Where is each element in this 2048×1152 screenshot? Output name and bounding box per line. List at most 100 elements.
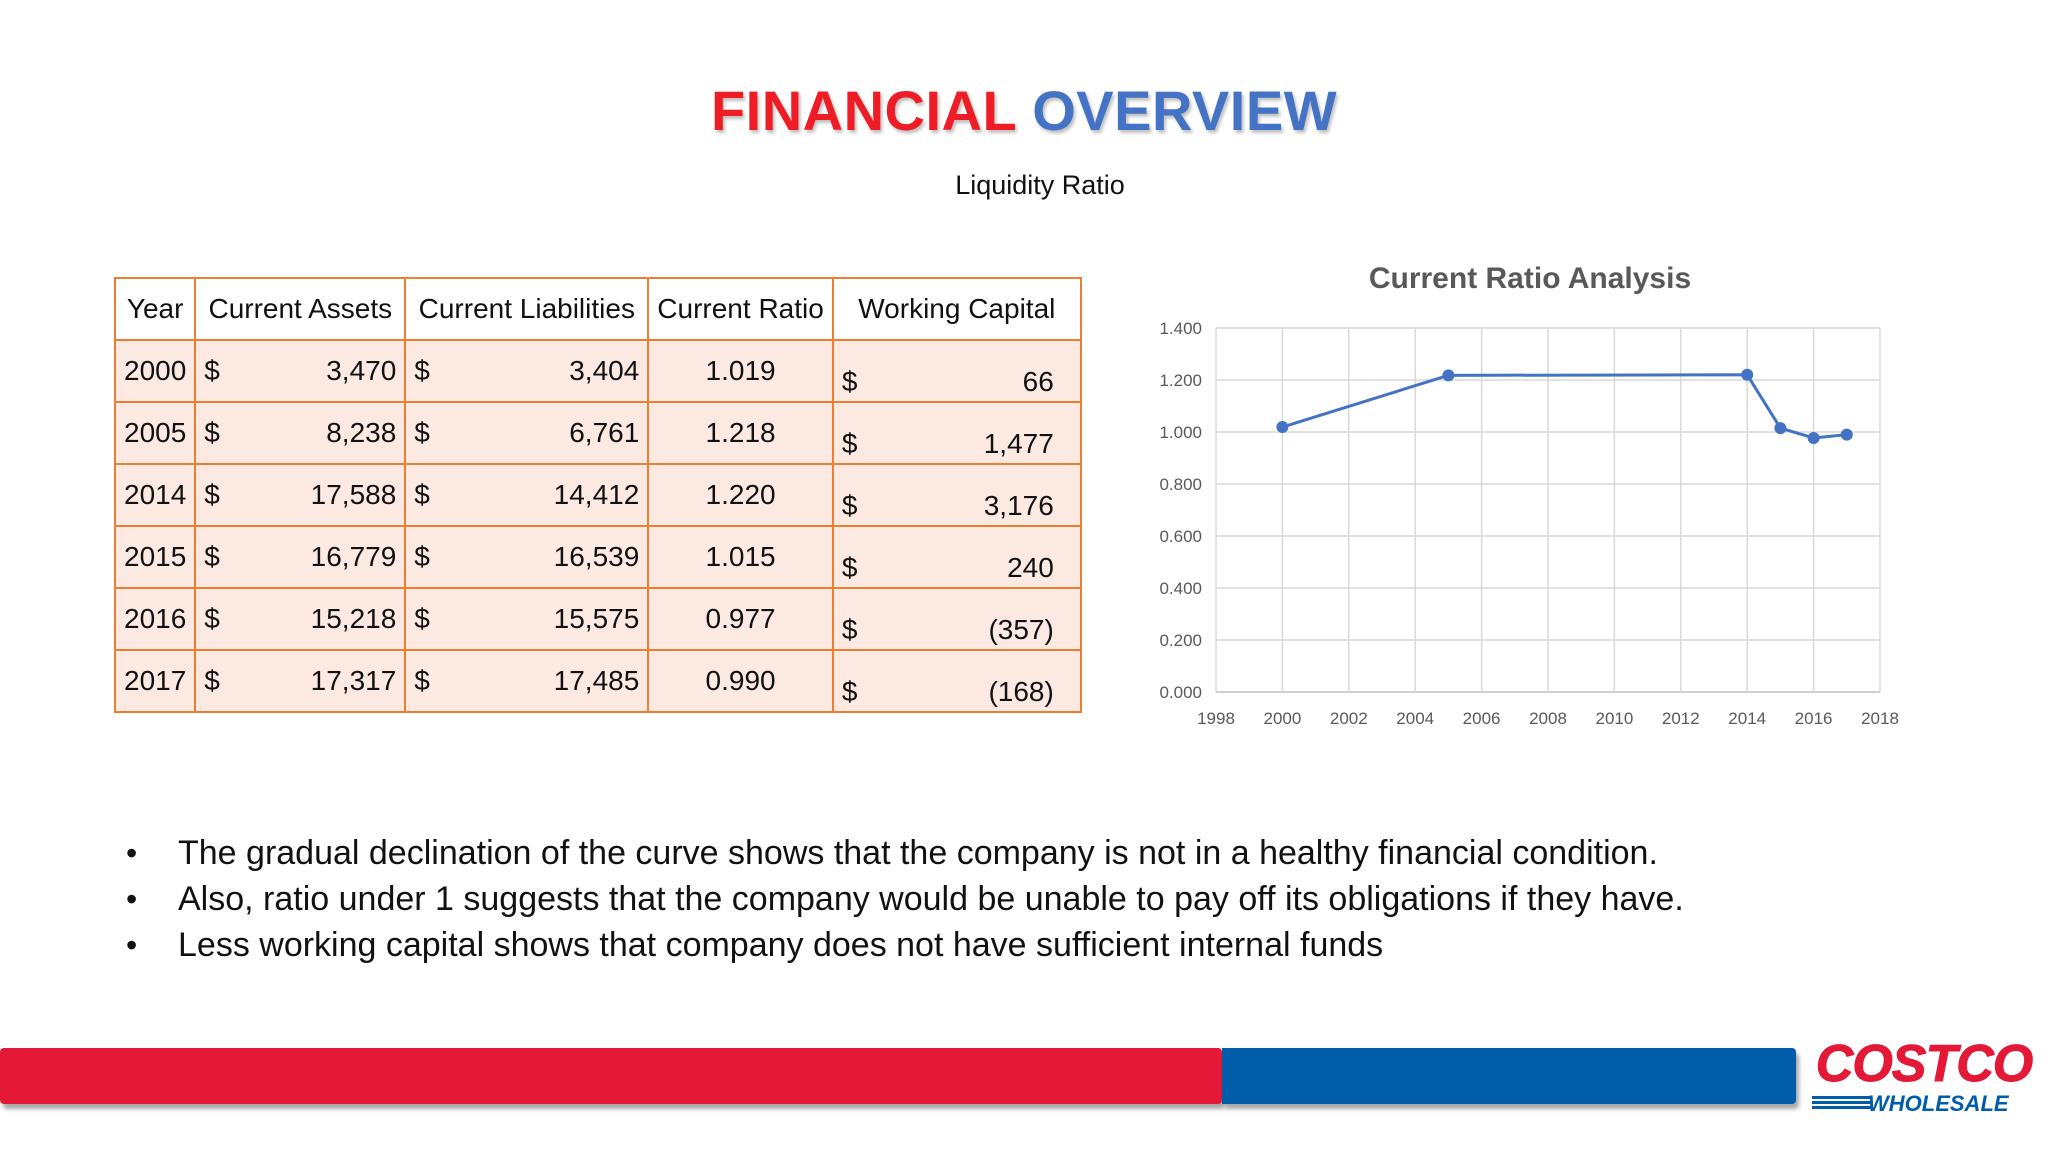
series-line	[1281, 373, 1847, 440]
cell-value: 17,588	[310, 479, 397, 510]
y-tick-label: 0.000	[1159, 683, 1202, 702]
financial-table: Year Current Assets Current Liabilities …	[113, 277, 1082, 713]
x-tick-label: 2000	[1263, 709, 1301, 728]
currency-symbol: $	[414, 479, 430, 510]
footer-bar-red	[0, 1048, 1222, 1104]
x-tick-label: 2006	[1463, 709, 1501, 728]
cell-value: 66	[1022, 366, 1054, 397]
currency-symbol: $	[841, 490, 858, 521]
cell-value: 15,218	[310, 603, 397, 634]
header-current-liabilities: Current Liabilities	[404, 277, 650, 341]
cell-working-capital: $1,477	[831, 401, 1082, 465]
cell-current-assets: $15,218	[194, 587, 407, 651]
x-tick-label: 2010	[1595, 709, 1633, 728]
cell-value: 240	[1007, 552, 1054, 583]
cell-working-capital: $240	[831, 525, 1082, 589]
header-year: Year	[113, 277, 197, 341]
data-point	[1276, 421, 1289, 434]
currency-symbol: $	[841, 614, 858, 645]
cell-value: 17,317	[310, 665, 397, 696]
cell-value: 8,238	[326, 417, 397, 448]
data-point	[1807, 431, 1820, 444]
logo-stripes	[1812, 1096, 1872, 1114]
currency-symbol: $	[414, 603, 430, 634]
title-word-overview: OVERVIEW	[1032, 79, 1338, 142]
x-tick-label: 2018	[1861, 709, 1899, 728]
table-row: 2017 $17,317 $17,485 0.990 $ (168)	[113, 649, 1082, 713]
x-tick-label: 2002	[1330, 709, 1368, 728]
cell-value: 3,470	[326, 355, 397, 386]
cell-current-liabilities: $17,485	[404, 649, 650, 713]
currency-symbol: $	[204, 417, 220, 448]
currency-symbol: $	[841, 366, 858, 397]
x-tick-label: 2012	[1662, 709, 1700, 728]
y-tick-label: 1.200	[1159, 371, 1202, 390]
cell-value: 16,539	[553, 541, 640, 572]
cell-current-ratio: 1.019	[647, 339, 834, 403]
table-row: 2005 $8,238 $6,761 1.218 $1,477	[113, 401, 1082, 465]
cell-value: 16,779	[310, 541, 397, 572]
cell-value: (168)	[988, 676, 1054, 707]
cell-year: 2005	[113, 401, 197, 465]
cell-working-capital: $66	[831, 339, 1082, 403]
cell-value: (357)	[988, 614, 1054, 645]
cell-current-assets: $16,779	[194, 525, 407, 589]
table-header-row: Year Current Assets Current Liabilities …	[113, 277, 1082, 341]
cell-current-ratio: 0.990	[647, 649, 834, 713]
header-working-capital: Working Capital	[831, 277, 1082, 341]
data-point	[1774, 422, 1787, 435]
footer-bar-blue	[1222, 1048, 1796, 1104]
bullet-item: Also, ratio under 1 suggests that the co…	[126, 876, 1684, 922]
data-point	[1840, 428, 1853, 441]
header-current-ratio: Current Ratio	[647, 277, 834, 341]
y-tick-label: 0.400	[1159, 579, 1202, 598]
currency-symbol: $	[414, 355, 430, 386]
currency-symbol: $	[414, 665, 430, 696]
currency-symbol: $	[204, 541, 220, 572]
cell-year: 2016	[113, 587, 197, 651]
cell-current-assets: $17,588	[194, 463, 407, 527]
cell-year: 2015	[113, 525, 197, 589]
cell-year: 2017	[113, 649, 197, 713]
x-tick-label: 1998	[1197, 709, 1235, 728]
cell-value: 17,485	[553, 665, 640, 696]
y-tick-label: 1.000	[1159, 423, 1202, 442]
cell-current-ratio: 1.218	[647, 401, 834, 465]
cell-working-capital: $ (168)	[831, 649, 1082, 713]
currency-symbol: $	[204, 355, 220, 386]
cell-current-ratio: 1.015	[647, 525, 834, 589]
cell-current-liabilities: $6,761	[404, 401, 650, 465]
cell-year: 2014	[113, 463, 197, 527]
currency-symbol: $	[204, 665, 220, 696]
data-point	[1442, 369, 1455, 382]
x-tick-label: 2014	[1728, 709, 1766, 728]
currency-symbol: $	[414, 541, 430, 572]
currency-symbol: $	[414, 417, 430, 448]
currency-symbol: $	[841, 428, 858, 459]
currency-symbol: $	[841, 676, 858, 707]
cell-current-ratio: 1.220	[647, 463, 834, 527]
cell-current-liabilities: $15,575	[404, 587, 650, 651]
header-current-assets: Current Assets	[194, 277, 407, 341]
x-tick-label: 2004	[1396, 709, 1434, 728]
currency-symbol: $	[204, 603, 220, 634]
currency-symbol: $	[204, 479, 220, 510]
cell-working-capital: $ (357)	[831, 587, 1082, 651]
costco-logo: COSTCO WHOLESALE	[1806, 1036, 2042, 1116]
table-row: 2015 $16,779 $16,539 1.015 $240	[113, 525, 1082, 589]
current-ratio-chart: 0.000 0.200 0.400 0.600 0.800 1.000 1.200 1.400…	[1159, 319, 1899, 728]
data-point	[1741, 368, 1754, 381]
cell-value: 1,477	[983, 428, 1054, 459]
cell-current-liabilities: $14,412	[404, 463, 650, 527]
bullet-list: The gradual declination of the curve sho…	[126, 830, 1684, 968]
table-row: 2016 $15,218 $15,575 0.977 $ (357)	[113, 587, 1082, 651]
chart-title: Current Ratio Analysis	[1368, 262, 1692, 295]
page-title: FINANCIAL OVERVIEW	[0, 78, 2048, 143]
table-row: 2000 $3,470 $3,404 1.019 $66	[113, 339, 1082, 403]
table-row: 2014 $17,588 $14,412 1.220 $3,176	[113, 463, 1082, 527]
cell-working-capital: $3,176	[831, 463, 1082, 527]
cell-value: 3,404	[569, 355, 640, 386]
logo-costco-text: COSTCO	[1815, 1035, 2033, 1093]
y-tick-label: 0.800	[1159, 475, 1202, 494]
y-tick-label: 0.200	[1159, 631, 1202, 650]
